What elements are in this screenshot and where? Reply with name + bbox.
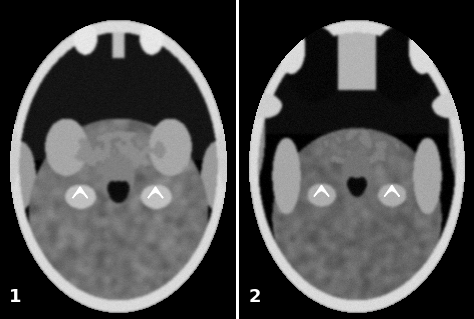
Text: 1: 1	[9, 288, 22, 306]
Polygon shape	[73, 187, 88, 198]
Polygon shape	[384, 185, 400, 197]
Text: 2: 2	[249, 288, 261, 306]
Polygon shape	[314, 185, 329, 197]
Polygon shape	[148, 187, 163, 198]
